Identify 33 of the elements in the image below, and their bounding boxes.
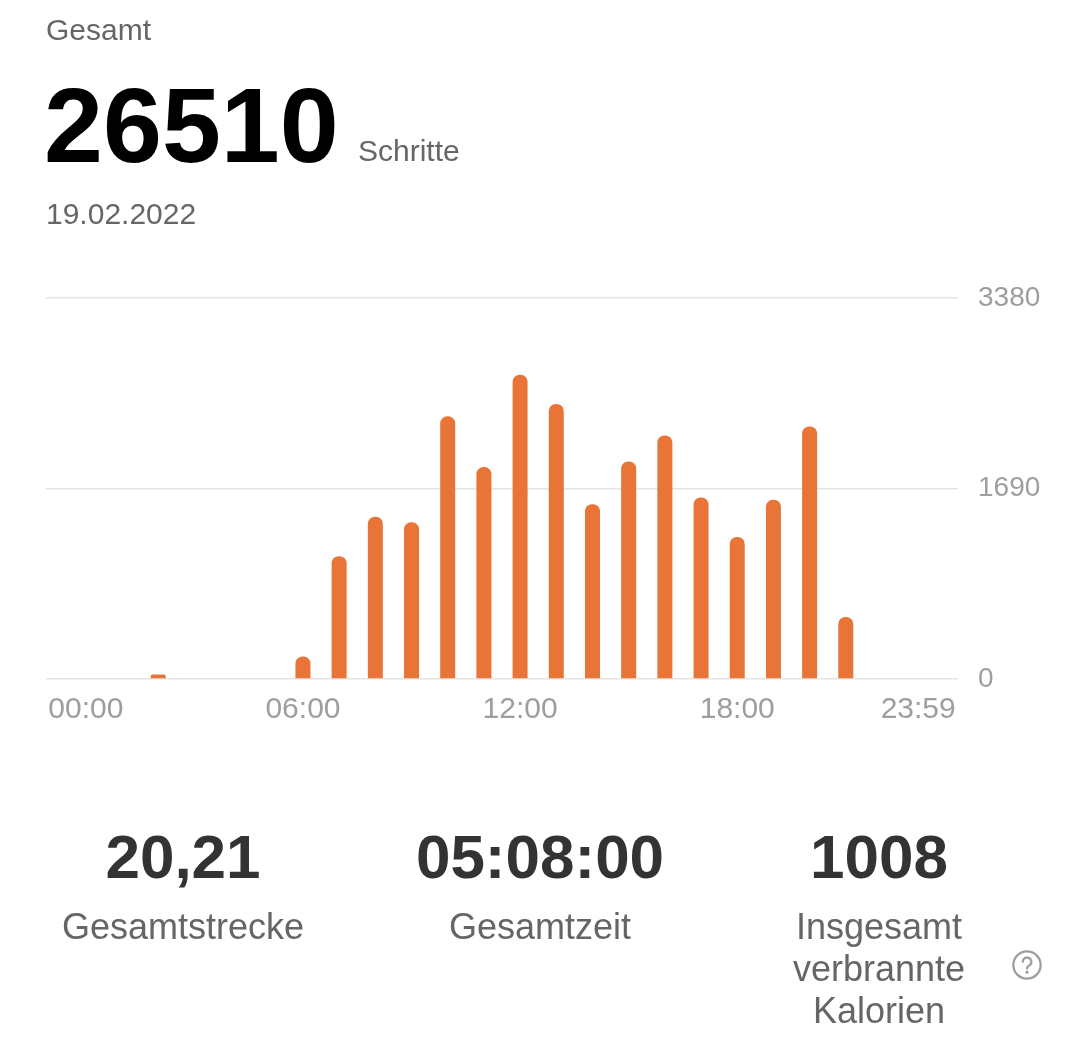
bar: [693, 497, 709, 679]
y-tick-label: 3380: [978, 280, 1041, 312]
text: 26510: [44, 66, 339, 184]
bar: [584, 504, 600, 679]
bar: [802, 426, 818, 679]
bar: [331, 556, 347, 679]
x-tick-label: 23:59: [880, 691, 956, 725]
bar: [657, 435, 673, 679]
chart-title: Gesamt: [46, 13, 152, 46]
bar: [621, 461, 637, 679]
bar: [765, 499, 781, 679]
bar: [838, 617, 854, 679]
text: Gesamtzeit: [447, 906, 633, 948]
bar: [404, 522, 420, 679]
text: 05:08:00: [414, 822, 666, 891]
text: Schritte: [358, 134, 460, 167]
bar: [367, 516, 383, 679]
bar: [440, 416, 456, 679]
text: Gesamtstrecke: [60, 906, 306, 948]
bar: [512, 374, 528, 679]
bar: [548, 403, 564, 679]
chart-subtitle: 19.02.2022: [46, 197, 197, 230]
text: Insgesamt verbrannte Kalorien: [791, 906, 967, 1032]
x-tick-label: 12:00: [482, 691, 558, 725]
y-tick-label: 1690: [978, 471, 1041, 503]
x-tick-label: 18:00: [699, 691, 775, 725]
x-tick-label: 00:00: [48, 691, 124, 725]
bar: [476, 467, 492, 679]
text: 1008: [809, 822, 949, 891]
text: 20,21: [104, 822, 262, 891]
x-tick-label: 06:00: [265, 691, 341, 725]
y-tick-label: 0: [978, 661, 994, 693]
bar: [729, 536, 745, 679]
